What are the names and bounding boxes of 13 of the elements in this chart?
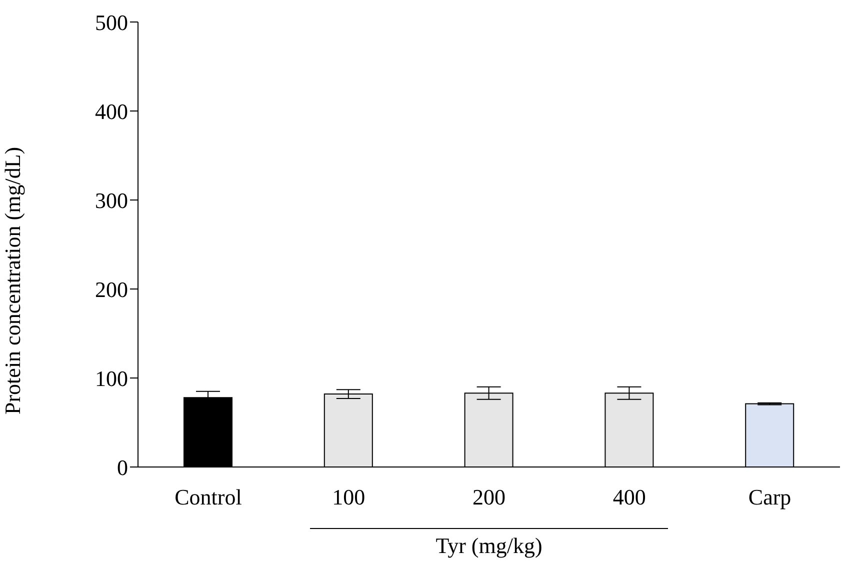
y-tick-label: 0: [117, 454, 128, 480]
y-tick-label: 100: [95, 366, 128, 391]
x-tick-label: 200: [472, 484, 506, 510]
x-axis-title: Tyr (mg/kg): [434, 533, 544, 559]
x-tick-label: Control: [174, 484, 242, 510]
y-tick-label: 400: [95, 98, 128, 124]
x-tick-label: 400: [612, 484, 646, 510]
x-tick-label: 100: [332, 484, 366, 510]
y-tick-label: 300: [95, 188, 128, 213]
y-axis-title: Protein concentration (mg/dL): [0, 146, 25, 414]
x-tick-label: Carp: [748, 484, 792, 510]
y-tick-label: 500: [95, 10, 128, 35]
y-tick-label: 200: [95, 276, 128, 302]
